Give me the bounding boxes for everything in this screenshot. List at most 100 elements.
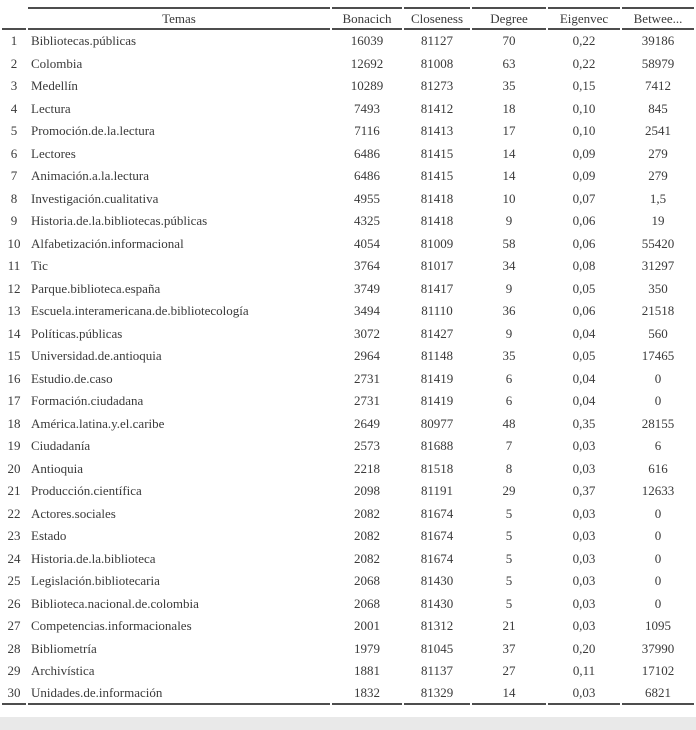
cell-rank: 20	[7, 460, 21, 476]
table-header: Temas Bonacich Closeness Degree Eigenvec…	[2, 7, 694, 30]
cell-rank: 23	[7, 528, 21, 544]
cell-eigenvec: 0,35	[572, 415, 596, 431]
table-row: 28 Bibliometría 1979 81045 37 0,20 37990	[2, 638, 694, 661]
cell-eigenvec: 0,15	[572, 78, 596, 94]
cell-bonacich: 3072	[354, 325, 380, 341]
cell-closeness: 81674	[420, 528, 454, 544]
cell-bonacich: 7493	[354, 100, 380, 116]
cell-degree: 9	[505, 213, 513, 229]
cell-betweenness: 28155	[641, 415, 675, 431]
table-row: 10 Alfabetización.informacional 4054 81009 5…	[2, 233, 694, 256]
cell-betweenness: 1,5	[649, 190, 667, 206]
table-row: 7 Animación.a.la.lectura 6486 81415 14 0,09 27…	[2, 165, 694, 188]
cell-eigenvec: 0,03	[572, 618, 596, 634]
cell-tema: Antioquia	[31, 460, 83, 476]
cell-rank: 14	[7, 325, 21, 341]
cell-betweenness: 2541	[645, 123, 671, 139]
topics-metrics-table: Temas Bonacich Closeness Degree Eigenvec…	[0, 7, 696, 705]
cell-rank: 18	[7, 415, 21, 431]
header-eigenvec: Eigenvec	[548, 7, 620, 30]
cell-rank: 30	[2, 683, 26, 705]
cell-tema: Investigación.cualitativa	[31, 190, 159, 206]
cell-tema: Formación.ciudadana	[31, 393, 144, 409]
cell-betweenness: 31297	[641, 258, 675, 274]
table-row: 17 Formación.ciudadana 2731 81419 6 0,04 0	[2, 390, 694, 413]
cell-degree: 9	[505, 280, 513, 296]
cell-betweenness: 0	[654, 393, 662, 409]
cell-tema: Competencias.informacionales	[31, 618, 192, 634]
cell-eigenvec: 0,04	[572, 370, 596, 386]
cell-rank: 3	[10, 78, 18, 94]
table-row: 19 Ciudadanía 2573 81688 7 0,03 6	[2, 435, 694, 458]
cell-rank: 5	[10, 123, 18, 139]
cell-bonacich: 2649	[354, 415, 380, 431]
table-row: 1 Bibliotecas.públicas 16039 81127 70 0,22 391…	[2, 30, 694, 53]
cell-betweenness: 17465	[641, 348, 675, 364]
cell-eigenvec: 0,03	[572, 505, 596, 521]
cell-eigenvec: 0,20	[572, 640, 596, 656]
cell-eigenvec: 0,03	[548, 683, 620, 705]
cell-bonacich: 2731	[354, 393, 380, 409]
cell-betweenness: 37990	[641, 640, 675, 656]
table-row: 6 Lectores 6486 81415 14 0,09 279	[2, 143, 694, 166]
cell-tema: Ciudadanía	[31, 438, 91, 454]
cell-closeness: 81137	[420, 663, 454, 679]
cell-bonacich: 2001	[354, 618, 380, 634]
table-row: 20 Antioquia 2218 81518 8 0,03 616	[2, 458, 694, 481]
cell-betweenness: 39186	[641, 33, 675, 49]
cell-rank: 28	[7, 640, 21, 656]
cell-betweenness: 0	[654, 595, 662, 611]
cell-closeness: 81419	[420, 370, 454, 386]
cell-degree: 14	[472, 683, 546, 705]
cell-eigenvec: 0,05	[572, 280, 596, 296]
table-row: 14 Políticas.públicas 3072 81427 9 0,04 560	[2, 323, 694, 346]
table-row: 18 América.latina.y.el.caribe 2649 80977 48 0…	[2, 413, 694, 436]
cell-closeness: 81329	[404, 683, 470, 705]
table-row: 27 Competencias.informacionales 2001 81312 2…	[2, 615, 694, 638]
cell-bonacich: 3749	[354, 280, 380, 296]
cell-betweenness: 1095	[645, 618, 671, 634]
cell-rank: 19	[7, 438, 21, 454]
cell-bonacich: 10289	[350, 78, 384, 94]
header-bonacich: Bonacich	[332, 7, 402, 30]
cell-bonacich: 4955	[354, 190, 380, 206]
cell-bonacich: 3494	[354, 303, 380, 319]
cell-tema: Escuela.interamericana.de.bibliotecologí…	[31, 303, 249, 319]
cell-tema: Historia.de.la.biblioteca	[31, 550, 156, 566]
cell-closeness: 81008	[420, 55, 454, 71]
cell-betweenness: 17102	[641, 663, 675, 679]
cell-bonacich: 2731	[354, 370, 380, 386]
table-row: 26 Biblioteca.nacional.de.colombia 2068 814…	[2, 593, 694, 616]
cell-bonacich: 3764	[354, 258, 380, 274]
cell-bonacich: 1832	[332, 683, 402, 705]
cell-betweenness: 19	[651, 213, 665, 229]
cell-tema: Biblioteca.nacional.de.colombia	[31, 595, 199, 611]
cell-tema: Políticas.públicas	[31, 325, 123, 341]
cell-degree: 6	[505, 370, 513, 386]
cell-tema: Producción.científica	[31, 483, 142, 499]
cell-rank: 24	[7, 550, 21, 566]
cell-degree: 29	[502, 483, 516, 499]
cell-closeness: 81110	[421, 303, 453, 319]
cell-closeness: 81415	[420, 168, 454, 184]
cell-eigenvec: 0,10	[572, 123, 596, 139]
cell-bonacich: 1881	[354, 663, 380, 679]
cell-rank: 10	[7, 235, 21, 251]
cell-degree: 37	[502, 640, 516, 656]
cell-degree: 21	[502, 618, 516, 634]
table-row: 22 Actores.sociales 2082 81674 5 0,03 0	[2, 503, 694, 526]
header-rank	[2, 7, 26, 30]
cell-closeness: 81674	[420, 505, 454, 521]
cell-tema: Universidad.de.antioquia	[31, 348, 162, 364]
cell-closeness: 81427	[420, 325, 454, 341]
table-row: 16 Estudio.de.caso 2731 81419 6 0,04 0	[2, 368, 694, 391]
cell-eigenvec: 0,04	[572, 325, 596, 341]
cell-rank: 17	[7, 393, 21, 409]
cell-rank: 26	[7, 595, 21, 611]
cell-eigenvec: 0,06	[572, 303, 596, 319]
cell-tema: Estudio.de.caso	[31, 370, 113, 386]
cell-betweenness: 279	[648, 168, 668, 184]
cell-closeness: 81430	[420, 595, 454, 611]
cell-bonacich: 2573	[354, 438, 380, 454]
cell-closeness: 81688	[420, 438, 454, 454]
